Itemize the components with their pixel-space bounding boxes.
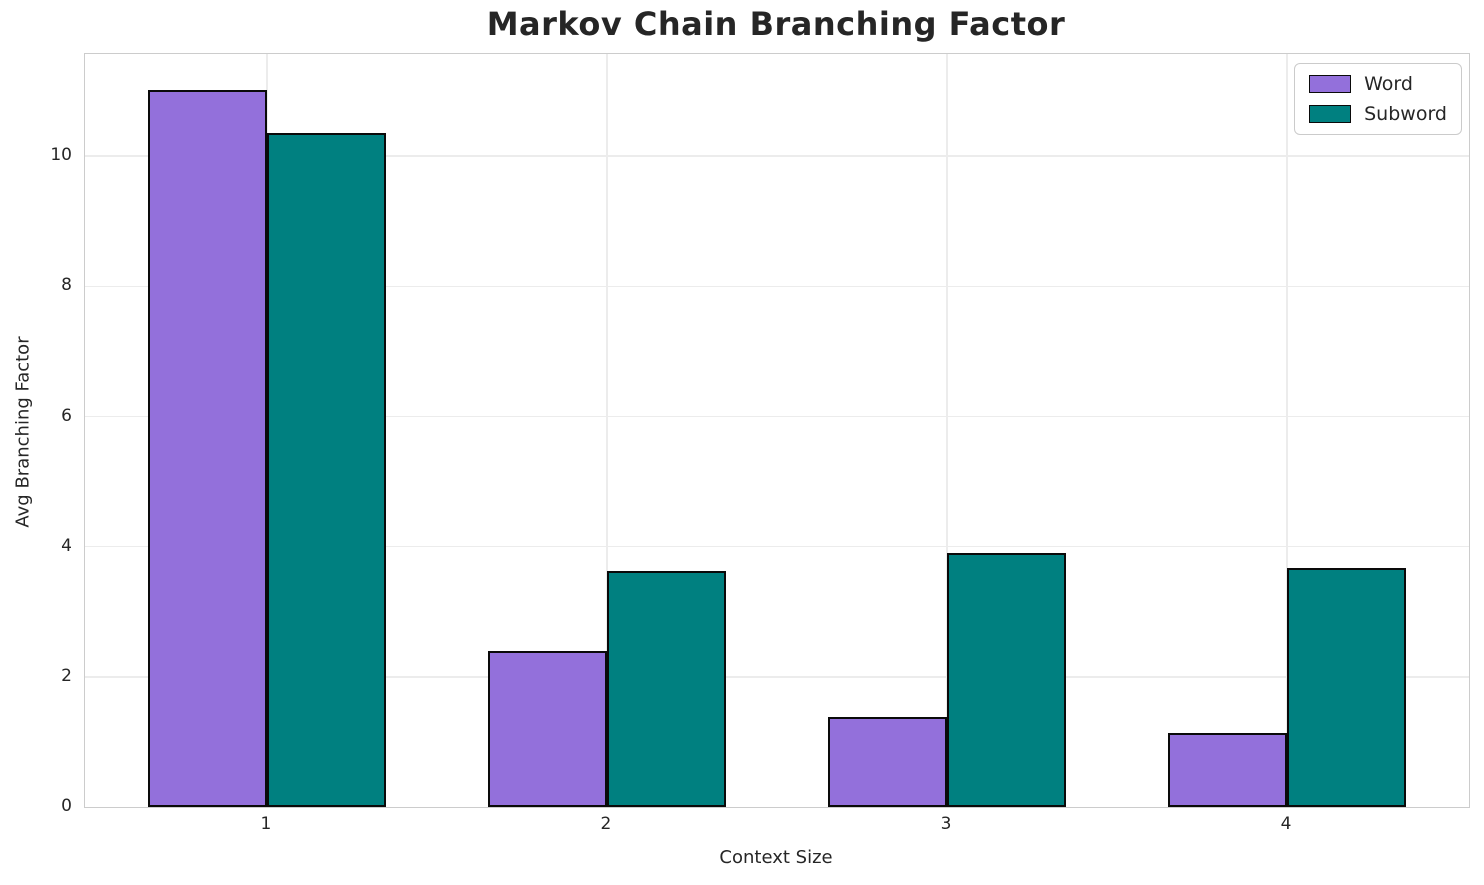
legend-swatch-word [1309, 75, 1352, 93]
x-tick-label-1: 1 [260, 814, 272, 834]
bar-subword-context-1 [266, 133, 386, 807]
y-axis-label: Avg Branching Factor [12, 336, 34, 528]
legend-swatch-subword [1309, 105, 1352, 123]
bar-word-context-3 [828, 716, 948, 807]
bar-word-context-2 [487, 650, 607, 807]
legend-label-word: Word [1364, 73, 1413, 95]
y-gridline-8 [85, 285, 1469, 288]
y-tick-label-2: 2 [61, 665, 72, 686]
y-tick-label-0: 0 [61, 796, 72, 816]
bar-word-context-1 [147, 89, 267, 807]
bar-subword-context-4 [1287, 568, 1407, 807]
y-tick-label-6: 6 [61, 405, 72, 426]
y-tick-label-10: 10 [50, 145, 72, 166]
legend: Word Subword [1294, 63, 1462, 135]
chart-title: Markov Chain Branching Factor [486, 5, 1066, 43]
y-gridline-6 [85, 415, 1469, 418]
x-gridline-4 [1286, 54, 1288, 807]
y-tick-label-8: 8 [61, 275, 72, 296]
x-axis-label: Context Size [719, 847, 833, 868]
legend-label-subword: Subword [1364, 103, 1447, 125]
x-tick-label-4: 4 [1280, 814, 1292, 834]
plot-area: Word Subword [84, 53, 1470, 808]
bar-word-context-4 [1168, 733, 1288, 807]
bar-subword-context-2 [606, 570, 726, 807]
x-gridline-3 [946, 54, 948, 807]
y-gridline-10 [85, 155, 1469, 157]
y-gridline-4 [85, 545, 1469, 548]
y-tick-label-4: 4 [61, 535, 72, 556]
y-gridline-2 [85, 676, 1469, 678]
x-gridline-2 [606, 54, 608, 807]
x-tick-label-3: 3 [940, 814, 952, 834]
legend-entry-subword: Subword [1309, 103, 1447, 125]
legend-entry-word: Word [1309, 73, 1447, 95]
bar-subword-context-3 [947, 553, 1067, 807]
x-tick-label-2: 2 [600, 814, 612, 834]
